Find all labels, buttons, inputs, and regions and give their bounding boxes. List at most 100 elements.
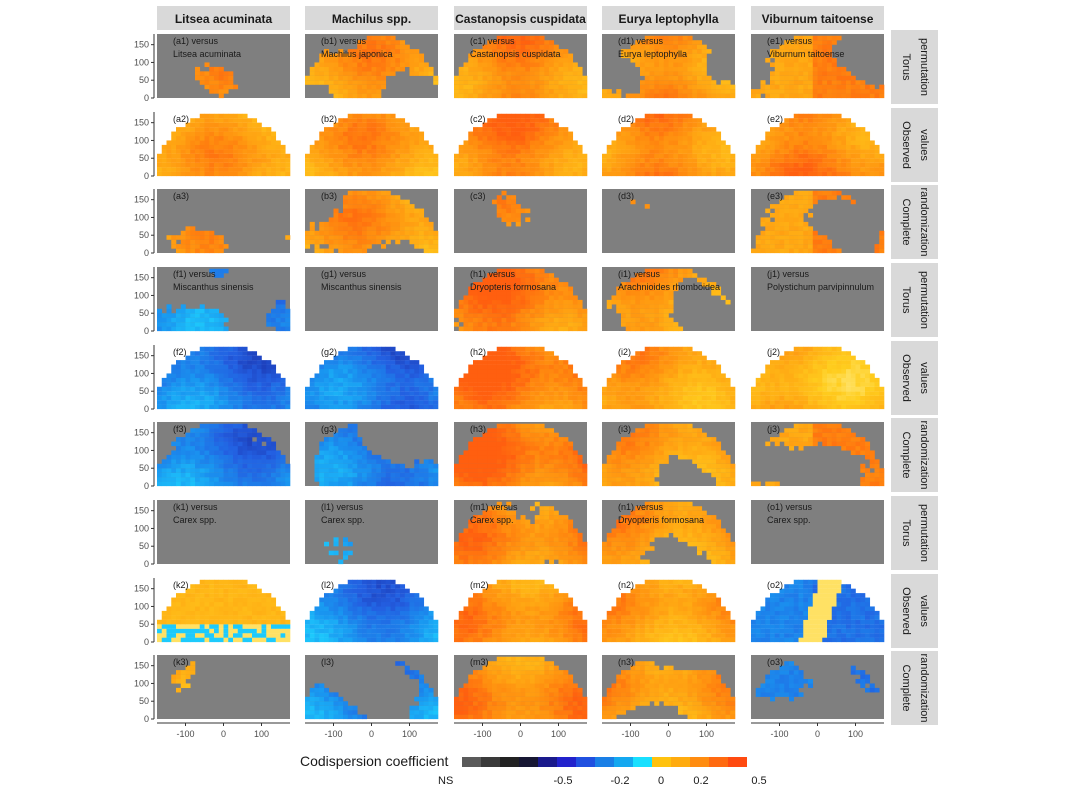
- heatmap-cell: [798, 195, 804, 200]
- heatmap-cell: [515, 89, 521, 94]
- heatmap-cell: [635, 286, 641, 292]
- heatmap-cell: [817, 144, 823, 150]
- heatmap-cell: [827, 244, 833, 249]
- heatmap-cell: [784, 118, 790, 123]
- heatmap-cell: [793, 40, 799, 45]
- heatmap-cell: [602, 162, 608, 168]
- heatmap-cell: [673, 62, 679, 68]
- heatmap-cell: [280, 313, 286, 318]
- heatmap-cell: [482, 144, 488, 150]
- heatmap-cell: [473, 395, 479, 401]
- heatmap-cell: [625, 131, 631, 137]
- heatmap-cell: [366, 360, 372, 365]
- heatmap-cell: [836, 144, 842, 150]
- heatmap-cell: [214, 162, 220, 168]
- heatmap-cell: [506, 286, 512, 292]
- heatmap-cell: [874, 153, 880, 159]
- heatmap-cell: [644, 167, 650, 172]
- heatmap-cell: [247, 158, 253, 163]
- heatmap-cell: [682, 149, 688, 154]
- heatmap-cell: [827, 171, 833, 177]
- heatmap-cell: [347, 190, 353, 196]
- heatmap-cell: [649, 167, 655, 172]
- heatmap-cell: [414, 167, 420, 172]
- heatmap-cell: [539, 122, 545, 128]
- heatmap-cell: [242, 171, 248, 177]
- heatmap-cell: [385, 127, 391, 132]
- heatmap-cell: [606, 93, 612, 99]
- heatmap-cell: [496, 400, 502, 405]
- heatmap-cell: [338, 144, 344, 150]
- heatmap-cell: [659, 317, 665, 323]
- heatmap-cell: [463, 71, 469, 76]
- heatmap-cell: [376, 49, 382, 54]
- heatmap-cell: [827, 239, 833, 245]
- heatmap-cell: [473, 400, 479, 405]
- heatmap-cell: [314, 75, 320, 81]
- heatmap-cell: [663, 386, 669, 392]
- heatmap-cell: [419, 140, 425, 146]
- heatmap-cell: [209, 113, 215, 119]
- heatmap-cell: [161, 167, 167, 172]
- heatmap-cell: [314, 400, 320, 405]
- heatmap-cell: [654, 140, 660, 146]
- heatmap-cell: [501, 122, 507, 128]
- heatmap-cell: [247, 131, 253, 137]
- heatmap-cell: [275, 326, 281, 332]
- heatmap-cell: [539, 322, 545, 327]
- heatmap-cell: [347, 230, 353, 236]
- heatmap-cell: [558, 404, 564, 410]
- heatmap-cell: [697, 75, 703, 81]
- heatmap-cell: [649, 113, 655, 119]
- heatmap-cell: [706, 80, 712, 85]
- heatmap-cell: [687, 93, 693, 99]
- heatmap-cell: [789, 58, 795, 63]
- heatmap-cell: [275, 304, 281, 309]
- heatmap-cell: [324, 62, 330, 68]
- heatmap-cell: [817, 190, 823, 196]
- heatmap-cell: [343, 248, 349, 254]
- heatmap-cell: [362, 89, 368, 94]
- heatmap-cell: [577, 400, 583, 405]
- heatmap-cell: [511, 217, 517, 223]
- heatmap-cell: [366, 382, 372, 387]
- heatmap-cell: [496, 84, 502, 90]
- heatmap-cell: [204, 382, 210, 387]
- heatmap-cell: [501, 299, 507, 305]
- heatmap-cell: [381, 369, 387, 374]
- heatmap-cell: [659, 80, 665, 85]
- heatmap-cell: [720, 153, 726, 159]
- heatmap-cell: [473, 131, 479, 137]
- heatmap-cell: [659, 386, 665, 392]
- heatmap-cell: [357, 62, 363, 68]
- heatmap-cell: [755, 244, 761, 249]
- heatmap-cell: [223, 71, 229, 76]
- heatmap-cell: [242, 404, 248, 410]
- heatmap-cell: [511, 326, 517, 332]
- heatmap-cell: [558, 395, 564, 401]
- heatmap-cell: [530, 80, 536, 85]
- heatmap-cell: [673, 326, 679, 332]
- heatmap-cell: [395, 140, 401, 146]
- heatmap-cell: [725, 153, 731, 159]
- heatmap-cell: [831, 131, 837, 137]
- heatmap-cell: [414, 66, 420, 72]
- heatmap-cell: [252, 153, 258, 159]
- heatmap-cell: [166, 140, 172, 146]
- heatmap-cell: [644, 153, 650, 159]
- heatmap-cell: [366, 49, 372, 54]
- panel-species: Dryopteris formosana: [470, 282, 556, 292]
- heatmap-cell: [822, 136, 828, 141]
- heatmap-cell: [419, 400, 425, 405]
- heatmap-cell: [171, 235, 177, 240]
- heatmap-cell: [520, 304, 526, 309]
- heatmap-cell: [204, 167, 210, 172]
- heatmap-cell: [789, 221, 795, 227]
- heatmap-cell: [347, 144, 353, 150]
- heatmap-cell: [338, 136, 344, 141]
- row-strip-bg: [891, 263, 938, 337]
- heatmap-cell: [506, 199, 512, 205]
- heatmap-cell: [649, 58, 655, 63]
- heatmap-cell: [458, 308, 464, 314]
- heatmap-cell: [520, 167, 526, 172]
